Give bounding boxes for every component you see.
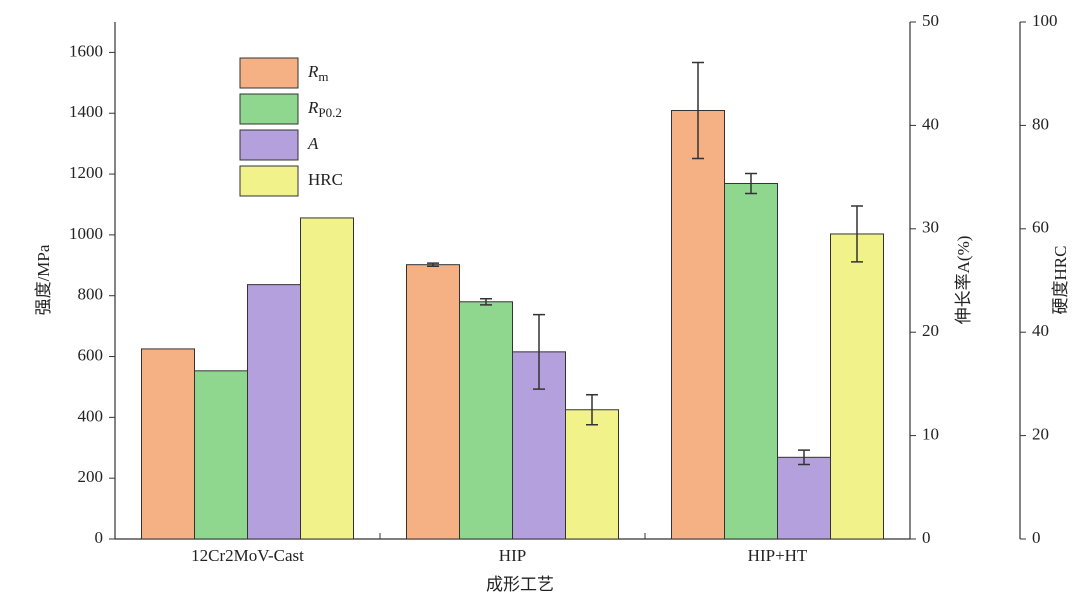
error-bar (851, 205, 863, 263)
y3-tick-label: 60 (1032, 218, 1049, 237)
bar (565, 409, 619, 540)
y-tick-label: 400 (78, 406, 104, 425)
legend-swatch (239, 165, 299, 197)
bar (724, 182, 778, 540)
y3-axis-title: 硬度HRC (1051, 246, 1070, 315)
y-tick-label: 1000 (69, 224, 103, 243)
y-tick-label: 0 (95, 528, 104, 547)
error-bar (745, 172, 757, 195)
bar (830, 233, 884, 540)
x-tick-label: HIP+HT (748, 546, 808, 565)
y3-tick-label: 100 (1032, 11, 1058, 30)
y3-tick-label: 40 (1032, 321, 1049, 340)
y-tick-label: 200 (78, 467, 104, 486)
y2-tick-label: 40 (922, 114, 939, 133)
bar (671, 109, 725, 540)
y-tick-label: 800 (78, 285, 104, 304)
x-axis-title: 成形工艺 (486, 575, 554, 594)
error-bar (798, 449, 810, 466)
error-bar (533, 313, 545, 390)
bar (300, 217, 354, 540)
y3-tick-label: 80 (1032, 114, 1049, 133)
y3-tick-label: 20 (1032, 425, 1049, 444)
x-tick-label: HIP (499, 546, 526, 565)
y2-tick-label: 30 (922, 218, 939, 237)
error-bar (427, 262, 439, 267)
bar (247, 284, 301, 540)
legend-swatch (239, 93, 299, 125)
y-tick-label: 1400 (69, 102, 103, 121)
y-axis-title: 强度/MPa (34, 244, 53, 315)
legend-label: A (307, 134, 319, 153)
y2-axis-title: 伸长率A(%) (954, 236, 973, 325)
legend-swatch (239, 57, 299, 89)
legend-label: RP0.2 (307, 98, 342, 120)
error-bar (586, 394, 598, 426)
y2-tick-label: 50 (922, 11, 939, 30)
legend-label: HRC (308, 170, 343, 189)
bar (406, 264, 460, 540)
x-tick-label: 12Cr2MoV-Cast (191, 546, 304, 565)
y3-tick-label: 0 (1032, 528, 1041, 547)
bar (194, 370, 248, 540)
bar (459, 301, 513, 540)
y-tick-label: 1200 (69, 163, 103, 182)
error-bar (480, 297, 492, 306)
y2-tick-label: 0 (922, 528, 931, 547)
legend-swatch (239, 129, 299, 161)
bar (141, 348, 195, 540)
legend-label: Rm (307, 62, 329, 84)
y-tick-label: 600 (78, 345, 104, 364)
bar (777, 456, 831, 540)
y2-tick-label: 20 (922, 321, 939, 340)
y-tick-label: 1600 (69, 41, 103, 60)
error-bar (692, 61, 704, 160)
y2-tick-label: 10 (922, 425, 939, 444)
